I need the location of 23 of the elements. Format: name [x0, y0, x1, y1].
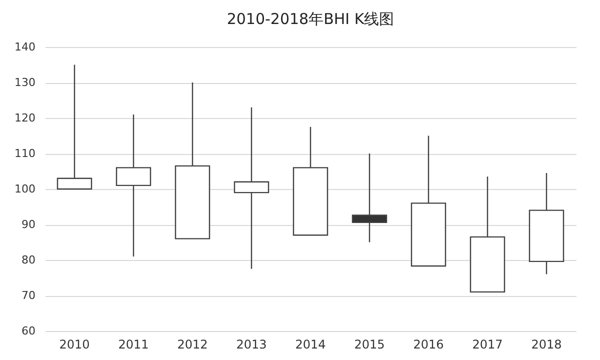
- x-tick-label: 2013: [236, 338, 267, 352]
- candlestick: [56, 64, 92, 190]
- y-tick-label: 60: [22, 324, 36, 338]
- y-tick-label: 80: [22, 254, 36, 266]
- x-tick-label: 2012: [177, 338, 208, 352]
- y-tick-label: 100: [14, 182, 36, 196]
- y-tick-label: 70: [22, 289, 36, 302]
- chart-title: 2010-2018年BHI K线图: [226, 10, 394, 28]
- x-tick-label: 2017: [472, 338, 503, 352]
- x-tick-label: 2018: [531, 338, 562, 352]
- x-tick-label: 2015: [354, 338, 385, 352]
- y-tick-label: 110: [14, 147, 36, 160]
- candlestick: [352, 152, 388, 243]
- x-tick-label: 2014: [295, 338, 326, 352]
- candlestick: [234, 106, 270, 270]
- x-tick-label: 2010: [59, 338, 90, 352]
- x-tick-label: 2016: [413, 338, 444, 352]
- x-tick-label: 2011: [118, 338, 149, 352]
- y-tick-label: 130: [14, 76, 36, 89]
- candlestick: [116, 114, 152, 258]
- y-tick-label: 120: [14, 112, 36, 124]
- y-tick-label: 90: [22, 218, 36, 231]
- y-tick-label: 140: [14, 40, 36, 54]
